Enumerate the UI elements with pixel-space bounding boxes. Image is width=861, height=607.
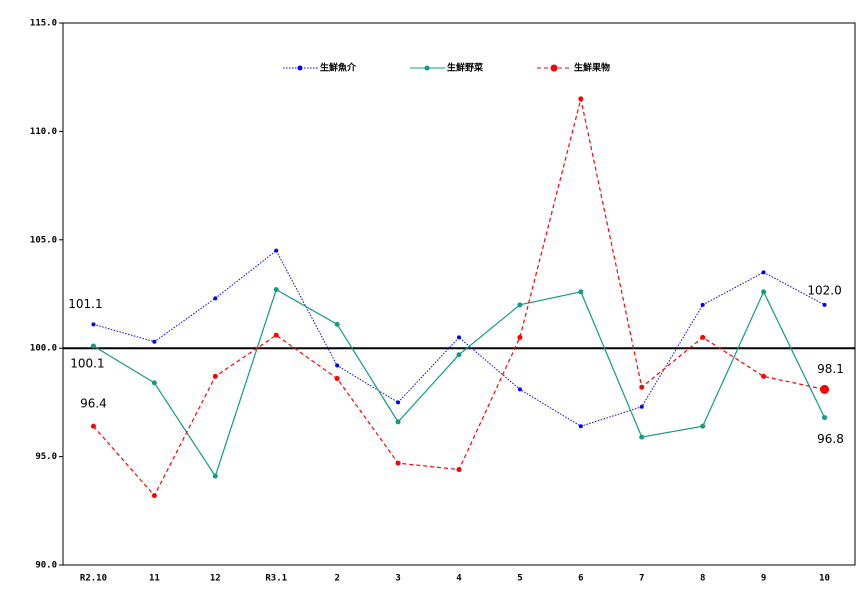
data-label: 98.1 <box>817 362 844 376</box>
point <box>152 339 157 344</box>
point <box>212 473 218 479</box>
x-tick-label: 2 <box>334 574 339 584</box>
x-tick-label: 5 <box>517 574 522 584</box>
point <box>274 248 279 253</box>
point <box>822 415 828 421</box>
point <box>90 343 96 349</box>
plot-frame <box>62 22 856 566</box>
x-tick-label: 6 <box>578 574 583 584</box>
x-tick-label: R2.10 <box>80 574 107 584</box>
point <box>578 289 584 295</box>
legend-label: 生鮮野菜 <box>447 62 484 74</box>
point <box>396 400 401 405</box>
point <box>273 332 279 338</box>
point <box>151 493 157 499</box>
point <box>820 384 830 394</box>
point <box>335 363 340 368</box>
legend-marker <box>550 64 558 72</box>
y-tick-label: 105.0 <box>30 235 57 245</box>
legend-label: 生鮮果物 <box>574 62 610 74</box>
point <box>700 423 706 429</box>
x-tick-label: 8 <box>700 574 705 584</box>
point <box>822 302 827 307</box>
point <box>395 460 401 466</box>
data-label: 96.4 <box>80 397 107 411</box>
legend-label: 生鮮魚介 <box>320 62 357 74</box>
series-line <box>93 98 825 497</box>
point <box>639 384 645 390</box>
point <box>456 352 462 358</box>
point <box>700 334 706 340</box>
data-label: 101.1 <box>68 297 102 311</box>
y-tick-label: 110.0 <box>30 127 57 137</box>
point <box>151 380 157 386</box>
point <box>457 335 461 340</box>
point <box>578 96 584 102</box>
y-tick-label: 90.0 <box>35 561 57 571</box>
legend-marker <box>424 65 430 71</box>
point <box>700 302 705 307</box>
data-label: 100.1 <box>70 357 104 371</box>
x-tick-label: 4 <box>456 574 462 584</box>
point <box>517 302 523 308</box>
x-tick-label: 12 <box>210 574 221 584</box>
point <box>517 334 523 340</box>
point <box>90 423 96 429</box>
point <box>639 434 645 440</box>
y-tick-label: 95.0 <box>35 452 57 462</box>
x-tick-label: 3 <box>395 574 400 584</box>
x-tick-label: R3.1 <box>265 574 287 584</box>
point <box>761 270 766 275</box>
point <box>213 296 218 301</box>
point <box>578 424 583 429</box>
data-label: 96.8 <box>817 432 844 446</box>
point <box>395 419 401 425</box>
legend-marker <box>297 65 303 71</box>
y-tick-label: 100.0 <box>30 344 57 354</box>
x-tick-label: 9 <box>761 574 766 584</box>
point <box>456 467 462 473</box>
x-tick-label: 11 <box>149 574 160 584</box>
point <box>761 373 767 379</box>
point <box>334 321 340 327</box>
y-tick-label: 115.0 <box>30 19 57 29</box>
point <box>334 376 340 382</box>
point <box>639 404 644 409</box>
data-label: 102.0 <box>807 283 841 297</box>
point <box>273 287 279 293</box>
point <box>212 373 218 379</box>
x-tick-label: 7 <box>639 574 644 584</box>
point <box>517 387 522 392</box>
point <box>761 289 767 295</box>
series-line <box>93 288 826 478</box>
x-tick-label: 10 <box>819 574 830 584</box>
point <box>91 322 96 327</box>
